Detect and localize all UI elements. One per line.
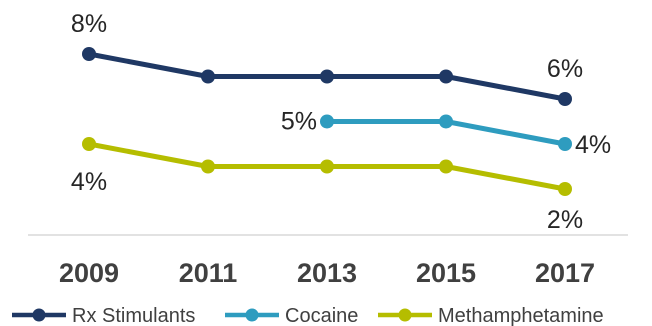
data-point-rx-stimulants-2017 [558,92,572,106]
data-point-cocaine-2015 [439,114,453,129]
data-point-rx-stimulants-2013 [320,69,334,84]
legend-label: Rx Stimulants [72,305,195,326]
data-point-cocaine-2013 [320,114,334,129]
x-tick-label: 2015 [416,258,476,288]
data-label-cocaine: 5% [281,108,317,136]
data-point-rx-stimulants-2015 [439,69,453,84]
data-point-rx-stimulants-2011 [201,69,215,84]
legend-label: Cocaine [285,305,358,326]
data-labels: 8% 6% 5% 4% 4% 2% [71,10,611,234]
legend: Rx Stimulants Cocaine Methamphetamine [12,305,604,326]
series-cocaine [320,114,572,151]
data-point-methamphetamine-2015 [439,159,453,174]
x-tick-label: 2009 [59,258,119,288]
x-tick-labels: 2009 2011 2013 2015 2017 [59,258,595,288]
data-point-methamphetamine-2011 [201,159,215,174]
x-tick-label: 2011 [179,258,238,288]
data-label-methamphetamine: 4% [71,168,107,196]
data-label-rx-stimulants: 8% [71,10,107,38]
data-label-cocaine: 4% [575,131,611,159]
data-point-rx-stimulants-2009 [82,47,96,61]
series-methamphetamine [82,137,572,196]
series-rx-stimulants [82,47,572,106]
series-layer [82,47,572,196]
data-label-methamphetamine: 2% [547,206,583,234]
data-point-methamphetamine-2013 [320,159,334,174]
legend-swatch-marker [245,308,259,322]
data-point-cocaine-2017 [558,137,572,151]
legend-item-cocaine: Cocaine [225,305,358,326]
data-label-rx-stimulants: 6% [547,55,583,83]
legend-item-methamphetamine: Methamphetamine [378,305,604,326]
data-point-methamphetamine-2017 [558,182,572,196]
legend-label: Methamphetamine [438,305,604,326]
legend-swatch-marker [398,308,412,322]
x-tick-label: 2017 [535,258,595,288]
legend-swatch-marker [32,308,46,322]
x-tick-label: 2013 [297,258,357,288]
data-point-methamphetamine-2009 [82,137,96,151]
legend-item-rx-stimulants: Rx Stimulants [12,305,195,326]
